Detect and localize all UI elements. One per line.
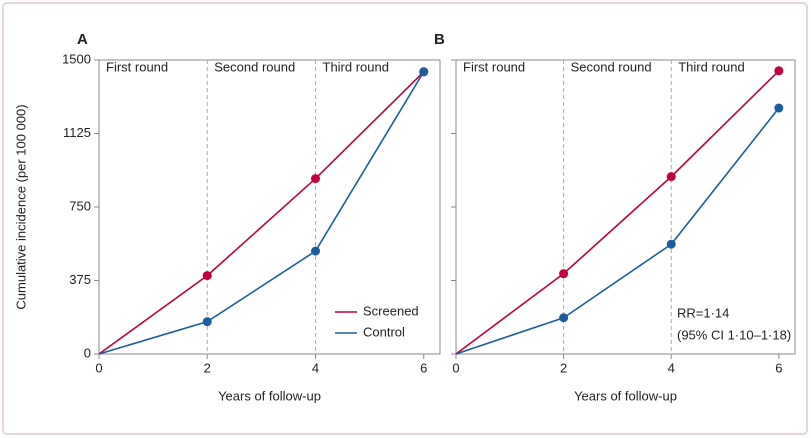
data-point <box>311 246 321 256</box>
round-label: Second round <box>214 59 295 74</box>
data-point <box>559 269 569 279</box>
panel-label: B <box>434 31 445 48</box>
annotation: (95% CI 1·10–1·18) <box>677 327 791 342</box>
panel-label: A <box>77 31 88 48</box>
x-tick-label: 6 <box>775 360 782 375</box>
round-label: Third round <box>678 59 744 74</box>
legend-label: Control <box>363 324 405 339</box>
data-point <box>666 239 676 249</box>
data-point <box>774 66 784 76</box>
data-point <box>666 172 676 182</box>
y-tick-label: 375 <box>69 272 91 287</box>
x-axis-label: Years of follow-up <box>574 388 677 403</box>
series-line <box>98 71 425 355</box>
annotation: RR=1·14 <box>677 305 729 320</box>
x-tick-label: 0 <box>95 360 102 375</box>
y-tick-label: 1125 <box>63 125 91 140</box>
legend-label: Screened <box>363 303 419 318</box>
data-point <box>311 174 321 184</box>
x-tick-label: 4 <box>312 360 319 375</box>
round-label: Second round <box>571 59 652 74</box>
series-line <box>455 107 780 355</box>
y-tick-label: 1500 <box>62 51 91 66</box>
data-point <box>419 67 429 77</box>
x-tick-label: 4 <box>668 360 675 375</box>
data-point <box>202 317 212 327</box>
x-tick-label: 6 <box>420 360 427 375</box>
data-point <box>202 271 212 281</box>
data-point <box>774 103 784 113</box>
round-label: Third round <box>323 59 389 74</box>
round-label: First round <box>463 59 525 74</box>
x-axis-label: Years of follow-up <box>218 388 321 403</box>
y-tick-label: 750 <box>69 198 91 213</box>
y-axis-label: Cumulative incidence (per 100 000) <box>13 104 28 309</box>
x-tick-label: 2 <box>560 360 567 375</box>
x-tick-label: 2 <box>204 360 211 375</box>
data-point <box>559 313 569 323</box>
series-line <box>455 70 780 355</box>
series-line <box>98 71 425 355</box>
round-label: First round <box>106 59 168 74</box>
y-tick-label: 0 <box>84 345 91 360</box>
x-tick-label: 0 <box>452 360 459 375</box>
